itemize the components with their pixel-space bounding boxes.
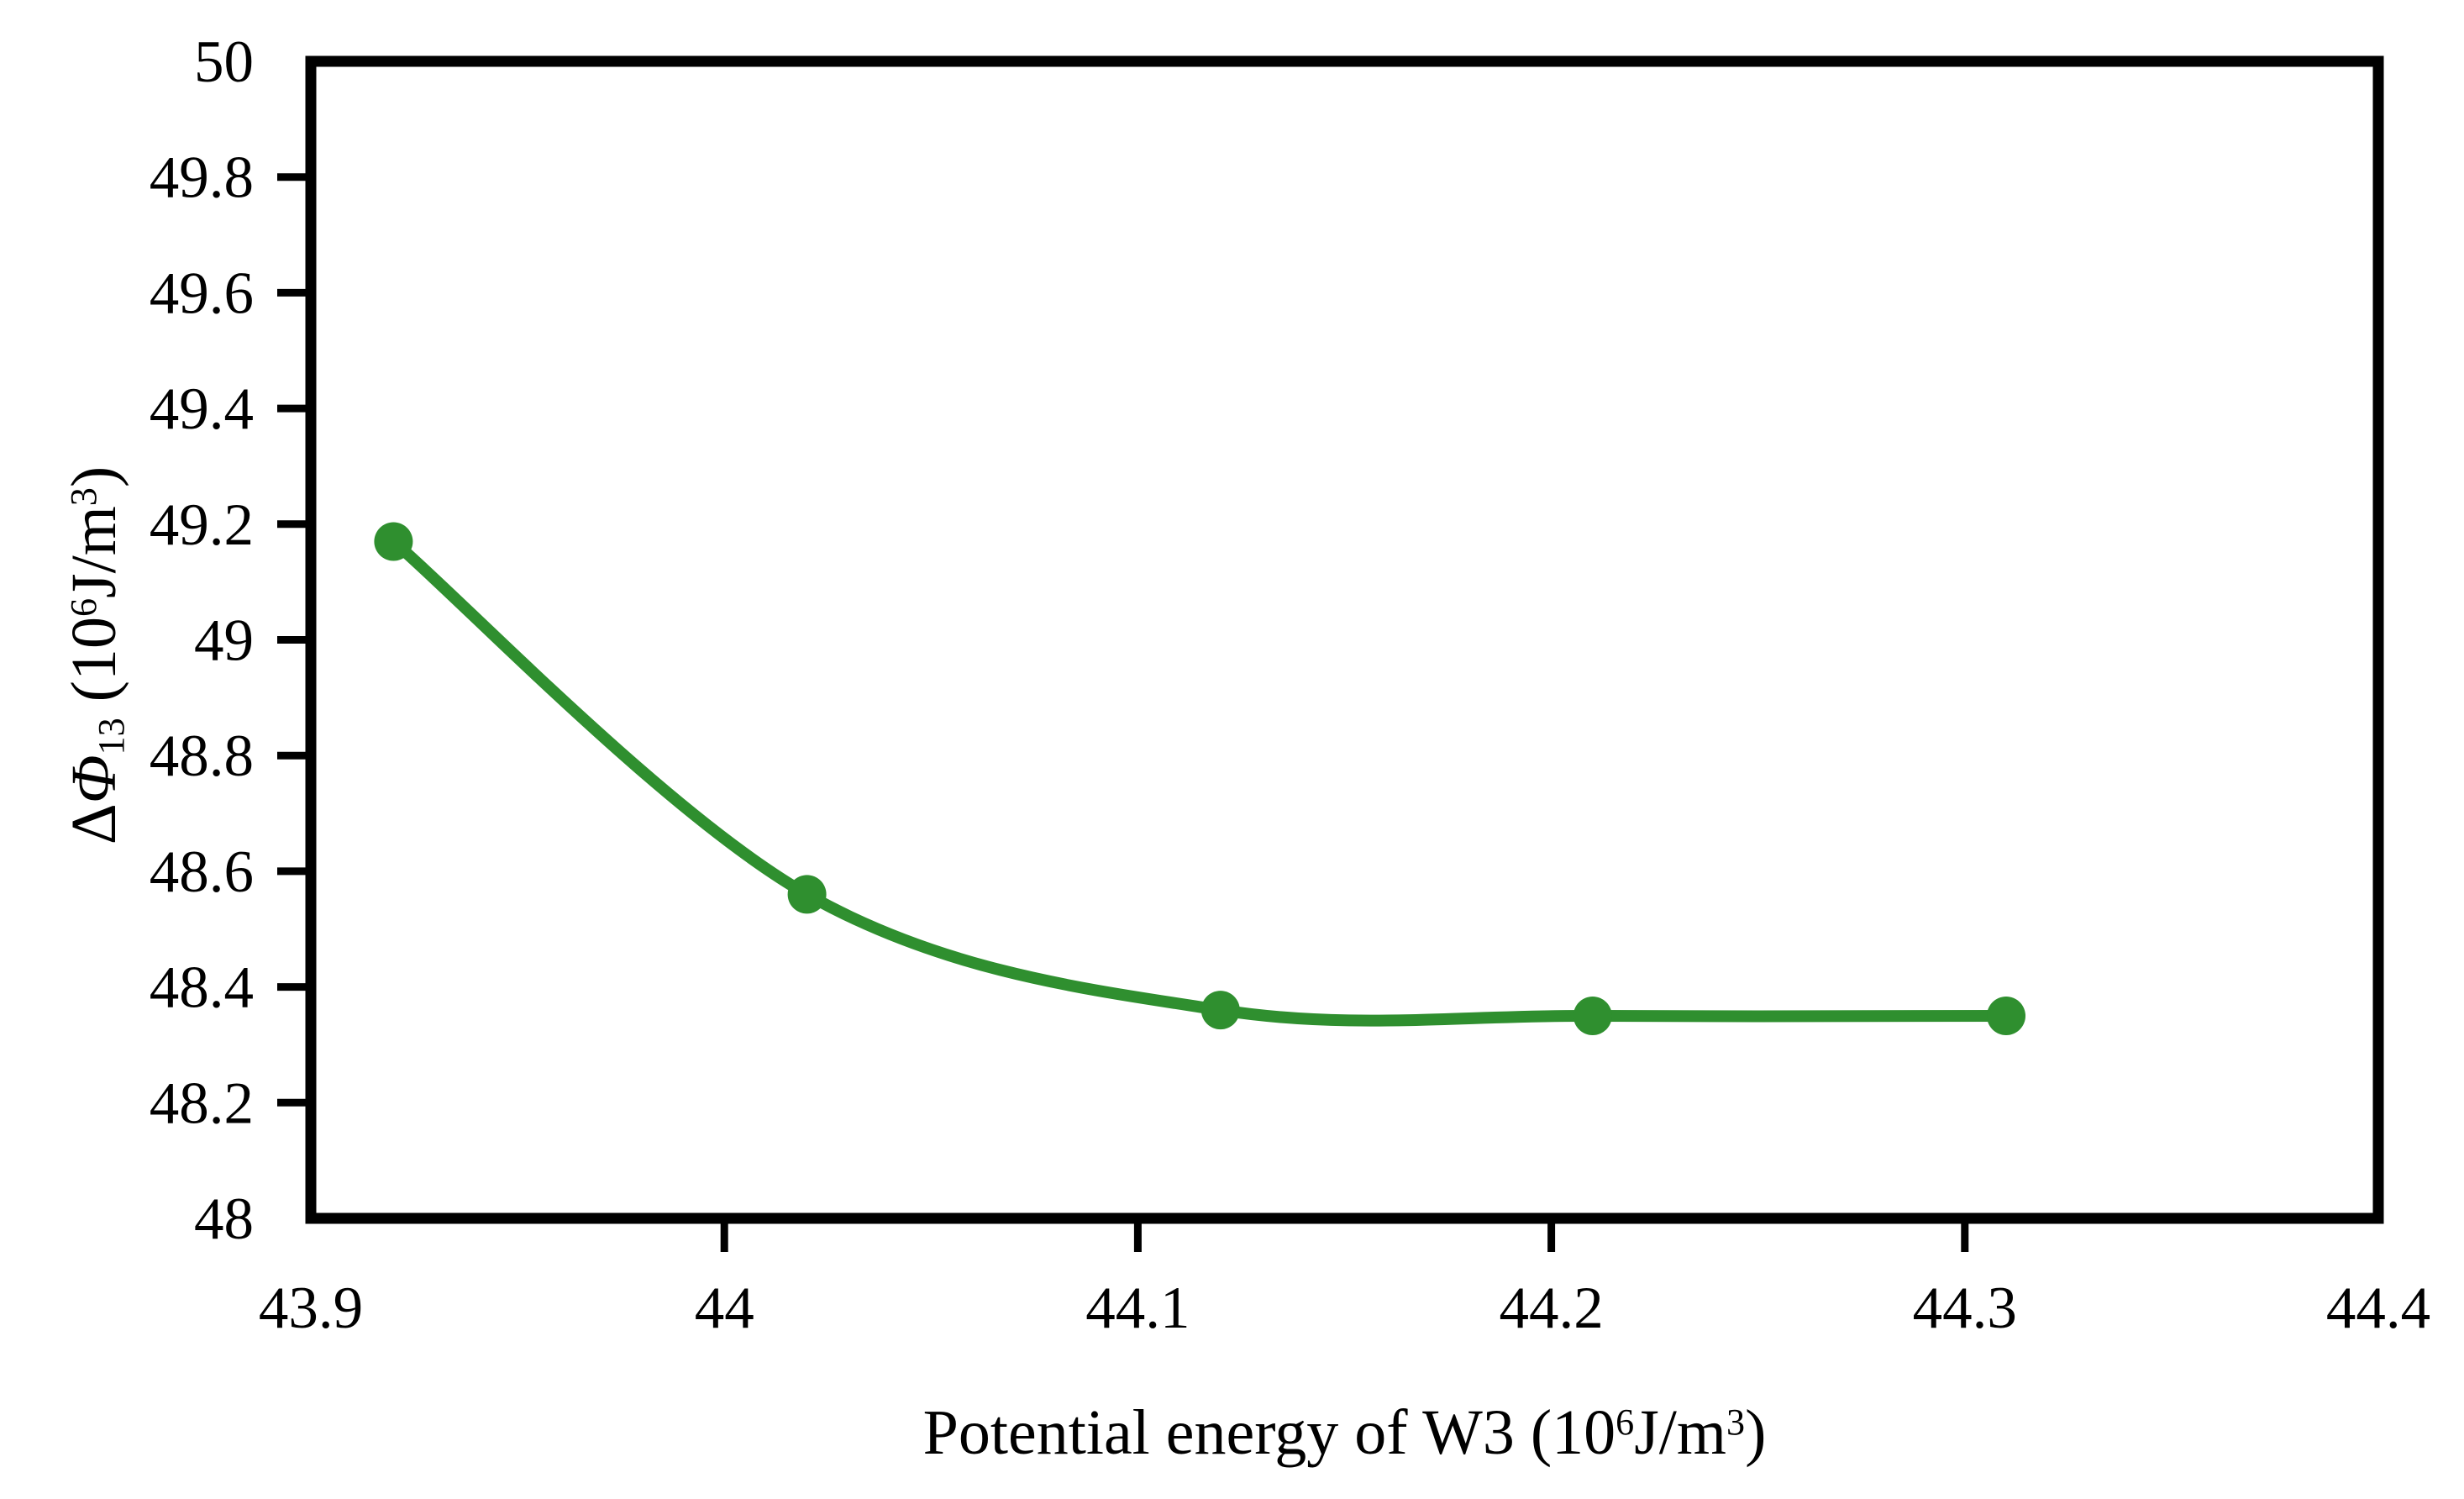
y-axis-title: ΔΦ13 (106J/m3): [43, 67, 145, 1244]
y-tick-label: 48: [194, 1186, 254, 1252]
y-tick-label: 48.4: [150, 955, 254, 1021]
axis-title-part: Φ: [59, 755, 129, 804]
axis-title-part: 13: [90, 718, 132, 755]
axis-title-part: 3: [1726, 1402, 1746, 1444]
y-tick-label: 48.2: [150, 1070, 254, 1136]
data-point-marker: [374, 522, 413, 561]
y-tick-label: 49: [194, 608, 254, 674]
axis-title-part: Δ: [59, 803, 129, 845]
x-tick-label: 44.1: [1085, 1275, 1190, 1341]
data-point-marker: [1987, 997, 2025, 1035]
y-tick-label: 48.8: [150, 723, 254, 789]
axis-title-part: 6: [1616, 1402, 1635, 1444]
axis-title-part: J/m: [59, 506, 129, 598]
axis-title-part: Potential energy of W3 (10: [922, 1397, 1616, 1468]
x-axis-title: Potential energy of W3 (106J/m3): [311, 1396, 2378, 1470]
x-tick-label: 44.3: [1913, 1275, 2017, 1341]
y-tick-label: 49.2: [150, 492, 254, 558]
data-point-marker: [1573, 997, 1612, 1035]
data-point-marker: [787, 875, 827, 914]
x-tick-label: 44.2: [1499, 1275, 1603, 1341]
x-tick-label: 44: [695, 1275, 754, 1341]
axis-title-part: J/m: [1634, 1397, 1727, 1468]
y-tick-label: 48.6: [150, 839, 254, 905]
x-tick-label: 43.9: [259, 1275, 363, 1341]
axis-title-part: (10: [59, 617, 129, 718]
axis-title-part: 6: [63, 598, 105, 618]
y-tick-label: 49.6: [150, 260, 254, 326]
axis-title-part: ): [1745, 1397, 1767, 1468]
data-point-marker: [1200, 991, 1240, 1030]
axis-title-part: 3: [63, 487, 105, 507]
y-tick-label: 49.4: [150, 376, 254, 442]
axis-title-part: ): [59, 465, 129, 488]
y-tick-label: 50: [194, 29, 254, 95]
y-tick-label: 49.8: [150, 145, 254, 211]
x-tick-label: 44.4: [2326, 1275, 2430, 1341]
